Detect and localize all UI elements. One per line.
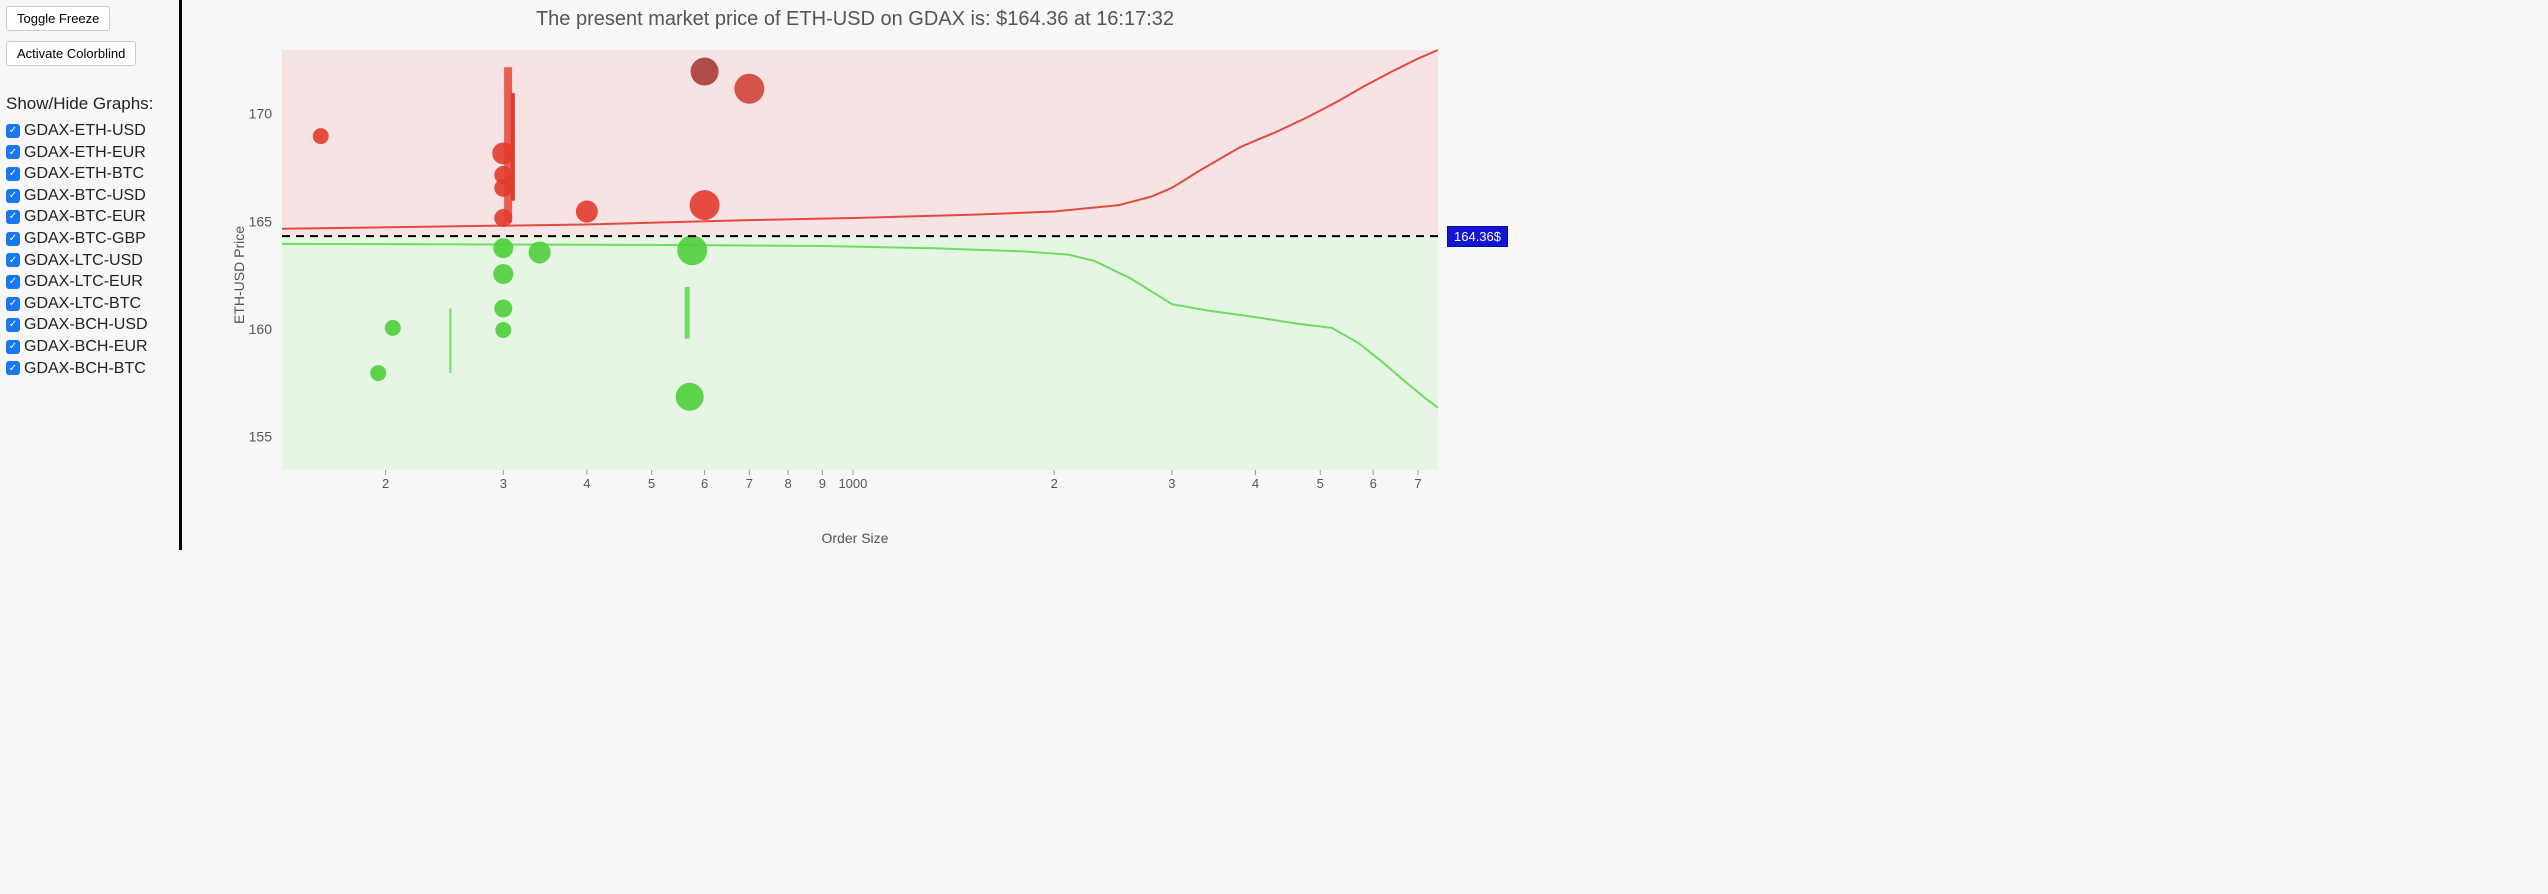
svg-text:7: 7 bbox=[1414, 476, 1421, 491]
graph-toggle-label: GDAX-BTC-USD bbox=[24, 185, 146, 207]
checkbox-icon[interactable]: ✓ bbox=[6, 318, 20, 332]
graph-toggle-row[interactable]: ✓ GDAX-ETH-USD bbox=[6, 120, 173, 142]
graph-toggle-label: GDAX-BTC-GBP bbox=[24, 228, 146, 250]
svg-text:1000: 1000 bbox=[838, 476, 867, 491]
chart-title: The present market price of ETH-USD on G… bbox=[182, 0, 1528, 31]
svg-text:2: 2 bbox=[382, 476, 389, 491]
svg-text:4: 4 bbox=[1252, 476, 1259, 491]
checkbox-icon[interactable]: ✓ bbox=[6, 297, 20, 311]
chart-svg: 155 160 165 170 2 3 4 5 6 7 8 9 1000 2 3 4 5 6 7 bbox=[222, 40, 1508, 500]
checkbox-icon[interactable]: ✓ bbox=[6, 253, 20, 267]
graph-toggle-row[interactable]: ✓ GDAX-LTC-BTC bbox=[6, 293, 173, 315]
graph-toggle-label: GDAX-LTC-EUR bbox=[24, 271, 143, 293]
chart-area: The present market price of ETH-USD on G… bbox=[182, 0, 1528, 550]
checkbox-icon[interactable]: ✓ bbox=[6, 232, 20, 246]
svg-text:160: 160 bbox=[249, 321, 273, 337]
svg-text:5: 5 bbox=[648, 476, 655, 491]
graph-toggle-row[interactable]: ✓ GDAX-BTC-USD bbox=[6, 185, 173, 207]
checkbox-icon[interactable]: ✓ bbox=[6, 361, 20, 375]
graph-toggle-row[interactable]: ✓ GDAX-ETH-EUR bbox=[6, 142, 173, 164]
svg-text:155: 155 bbox=[249, 429, 273, 445]
graph-toggle-label: GDAX-BCH-USD bbox=[24, 314, 148, 336]
svg-text:6: 6 bbox=[1370, 476, 1377, 491]
svg-text:5: 5 bbox=[1317, 476, 1324, 491]
graph-toggle-label: GDAX-LTC-USD bbox=[24, 250, 143, 272]
svg-text:2: 2 bbox=[1051, 476, 1058, 491]
graph-toggle-label: GDAX-BCH-EUR bbox=[24, 336, 148, 358]
graph-toggle-label: GDAX-LTC-BTC bbox=[24, 293, 141, 315]
y-axis-label: ETH-USD Price bbox=[231, 226, 247, 324]
graph-toggle-label: GDAX-ETH-BTC bbox=[24, 163, 144, 185]
graph-toggle-row[interactable]: ✓ GDAX-LTC-EUR bbox=[6, 271, 173, 293]
current-price-tag: 164.36$ bbox=[1447, 226, 1508, 247]
checkbox-icon[interactable]: ✓ bbox=[6, 189, 20, 203]
svg-text:170: 170 bbox=[249, 106, 273, 122]
checkbox-icon[interactable]: ✓ bbox=[6, 275, 20, 289]
graph-toggle-row[interactable]: ✓ GDAX-LTC-USD bbox=[6, 250, 173, 272]
svg-text:165: 165 bbox=[249, 213, 273, 229]
checkbox-icon[interactable]: ✓ bbox=[6, 124, 20, 138]
graph-toggle-label: GDAX-ETH-USD bbox=[24, 120, 146, 142]
checkbox-icon[interactable]: ✓ bbox=[6, 167, 20, 181]
graph-toggle-row[interactable]: ✓ GDAX-ETH-BTC bbox=[6, 163, 173, 185]
checkbox-icon[interactable]: ✓ bbox=[6, 340, 20, 354]
activate-colorblind-button[interactable]: Activate Colorblind bbox=[6, 41, 136, 66]
svg-text:3: 3 bbox=[1168, 476, 1175, 491]
graph-toggle-label: GDAX-BCH-BTC bbox=[24, 358, 146, 380]
checkbox-icon[interactable]: ✓ bbox=[6, 145, 20, 159]
plot[interactable]: 155 160 165 170 2 3 4 5 6 7 8 9 1000 2 3 4 5 6 7 164.36$ bbox=[222, 40, 1508, 500]
graph-checkbox-list: ✓GDAX-ETH-USD✓GDAX-ETH-EUR✓GDAX-ETH-BTC✓… bbox=[6, 120, 173, 379]
graph-toggle-row[interactable]: ✓ GDAX-BCH-BTC bbox=[6, 358, 173, 380]
svg-text:9: 9 bbox=[819, 476, 826, 491]
checkbox-icon[interactable]: ✓ bbox=[6, 210, 20, 224]
x-axis-label: Order Size bbox=[822, 530, 889, 546]
graph-toggle-label: GDAX-BTC-EUR bbox=[24, 206, 146, 228]
show-hide-title: Show/Hide Graphs: bbox=[6, 94, 173, 114]
svg-text:6: 6 bbox=[701, 476, 708, 491]
graph-toggle-row[interactable]: ✓ GDAX-BCH-EUR bbox=[6, 336, 173, 358]
graph-toggle-row[interactable]: ✓ GDAX-BCH-USD bbox=[6, 314, 173, 336]
graph-toggle-row[interactable]: ✓ GDAX-BTC-EUR bbox=[6, 206, 173, 228]
svg-text:4: 4 bbox=[583, 476, 590, 491]
svg-text:3: 3 bbox=[500, 476, 507, 491]
graph-toggle-label: GDAX-ETH-EUR bbox=[24, 142, 146, 164]
graph-toggle-row[interactable]: ✓ GDAX-BTC-GBP bbox=[6, 228, 173, 250]
toggle-freeze-button[interactable]: Toggle Freeze bbox=[6, 6, 110, 31]
svg-text:8: 8 bbox=[785, 476, 792, 491]
svg-text:7: 7 bbox=[746, 476, 753, 491]
sidebar: Toggle Freeze Activate Colorblind Show/H… bbox=[0, 0, 182, 550]
